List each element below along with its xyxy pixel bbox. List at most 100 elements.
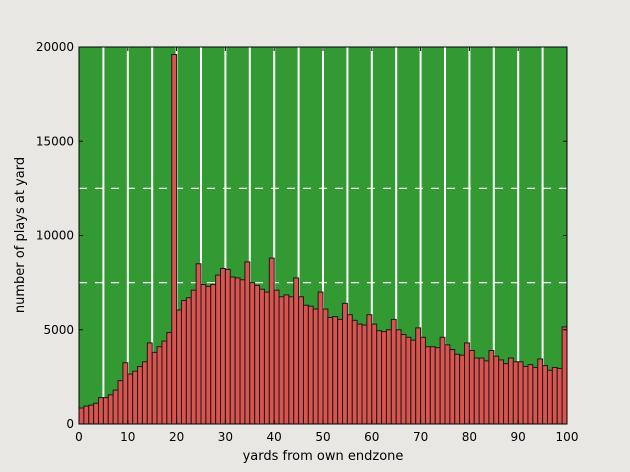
histogram-bar [337, 318, 344, 425]
histogram-bar [483, 360, 490, 425]
histogram-bar [537, 358, 544, 425]
y-tick-label: 5000 [43, 323, 74, 337]
histogram-bar [224, 268, 231, 425]
x-tick-label: 80 [462, 430, 477, 444]
histogram-bar [200, 284, 207, 425]
histogram-bar [229, 276, 236, 425]
histogram-bar [532, 366, 539, 425]
histogram-bar [454, 353, 461, 425]
histogram-bar [561, 326, 568, 425]
histogram-bar [185, 297, 192, 425]
histogram-bar [112, 389, 119, 425]
histogram-bar [180, 300, 187, 425]
histogram-bar [239, 279, 246, 425]
histogram-bar [327, 316, 334, 425]
histogram-bar [88, 404, 95, 425]
histogram-bar [171, 54, 178, 425]
histogram-bar [263, 291, 270, 425]
histogram-bar [215, 274, 222, 425]
histogram-bar [302, 304, 309, 425]
histogram-bar [102, 397, 109, 425]
histogram-bar [312, 308, 319, 425]
histogram-bar [332, 316, 339, 425]
x-tick-label: 70 [413, 430, 428, 444]
histogram-bar [429, 346, 436, 425]
histogram-bar [205, 285, 212, 425]
histogram-bar [176, 309, 182, 425]
histogram-bar [283, 294, 290, 425]
histogram-bar [522, 366, 529, 425]
histogram-bar [556, 367, 563, 425]
histogram-bar [307, 305, 314, 425]
histogram-bar [107, 394, 114, 425]
histogram-bar [317, 291, 324, 425]
x-tick-label: 100 [556, 430, 579, 444]
histogram-bar [439, 336, 446, 425]
histogram-bar [161, 340, 168, 425]
histogram-bar [424, 346, 431, 425]
histogram-bar [366, 314, 373, 425]
x-tick-label: 20 [169, 430, 184, 444]
histogram-bar [459, 354, 466, 425]
histogram-bar [234, 277, 241, 425]
histogram-bar [190, 289, 197, 425]
histogram-bar [288, 296, 295, 425]
histogram-bar [542, 365, 548, 425]
histogram-bar [249, 282, 256, 425]
histogram-bar [156, 346, 163, 425]
histogram-bar [410, 339, 417, 425]
histogram-bar [381, 331, 387, 425]
histogram-bar [449, 349, 456, 425]
histogram-bar [546, 369, 553, 425]
histogram-bar [371, 323, 378, 425]
histogram-bar [395, 329, 402, 425]
y-tick-label: 10000 [36, 229, 74, 243]
histogram-bar [259, 288, 265, 425]
histogram-bar [268, 257, 275, 425]
histogram-bar [507, 357, 514, 425]
histogram-bar [434, 347, 441, 425]
histogram-bar [127, 373, 134, 425]
histogram-bar [78, 407, 85, 425]
histogram-bar [293, 277, 300, 425]
histogram-bar [488, 349, 495, 425]
histogram-bar [122, 362, 129, 425]
x-axis-ticks: 0 10 20 30 40 50 60 70 80 90 100 [75, 47, 578, 444]
histogram-bar [444, 344, 451, 425]
histogram-bar [527, 364, 534, 425]
histogram-bar [385, 329, 392, 425]
histogram-bar [273, 289, 280, 425]
histogram-bar [132, 370, 139, 425]
histogram-bar [478, 357, 485, 425]
x-tick-label: 30 [218, 430, 233, 444]
histogram-bar [517, 361, 524, 425]
histogram-bar [254, 284, 261, 425]
histogram-bar [361, 324, 368, 425]
histogram-bar [468, 349, 475, 425]
y-tick-label: 0 [66, 417, 74, 431]
x-tick-label: 10 [120, 430, 135, 444]
histogram-bar [83, 405, 90, 425]
histogram-bar [351, 319, 358, 425]
x-axis-label: yards from own endzone [243, 449, 404, 464]
histogram-bar [141, 361, 148, 425]
histogram-bar [210, 284, 217, 425]
x-tick-label: 0 [75, 430, 83, 444]
histogram-bar [146, 342, 153, 425]
histogram-bar [244, 261, 251, 425]
bars [78, 54, 568, 425]
x-tick-label: 60 [364, 430, 379, 444]
histogram-bar [98, 397, 104, 425]
histogram-bar [473, 357, 480, 425]
histogram-bar [498, 359, 505, 425]
y-tick-label: 15000 [36, 134, 74, 148]
histogram-bar [346, 314, 353, 425]
y-axis-ticks: 0 5000 10000 15000 20000 [36, 40, 567, 431]
histogram-bar [195, 263, 202, 425]
histogram-bar [390, 318, 397, 425]
histogram-bar [415, 327, 422, 425]
histogram-bar [464, 342, 470, 425]
histogram-bar [220, 267, 226, 425]
histogram-bar [93, 402, 100, 425]
